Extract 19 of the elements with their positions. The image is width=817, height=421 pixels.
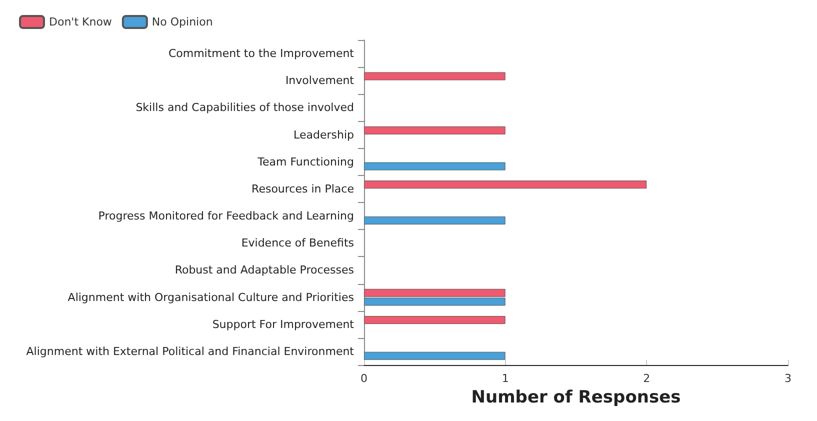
y-tick-label: Resources in Place (252, 182, 354, 196)
x-tick-label: 1 (502, 372, 509, 385)
y-tick-label: Team Functioning (256, 155, 354, 168)
y-tick-label: Commitment to the Improvement (168, 47, 355, 60)
y-tick-label: Robust and Adaptable Processes (174, 264, 354, 277)
x-tick-label: 3 (784, 372, 792, 385)
x-axis-title: Number of Responses (471, 387, 681, 408)
x-tick-label: 0 (360, 372, 368, 385)
y-tick-label: Progress Monitored for Feedback and Learning (98, 210, 354, 223)
x-tick-label: 2 (643, 372, 650, 385)
y-tick-label: Evidence of Benefits (241, 236, 354, 250)
y-tick-label: Alignment with Organisational Culture and Priorities (68, 290, 354, 304)
y-tick-label: Involvement (285, 74, 355, 88)
legend-label: Don't Know (49, 16, 112, 28)
y-tick-label: Support For Improvement (212, 318, 355, 331)
y-tick-label: Alignment with External Political and Financial Environment (26, 344, 355, 358)
y-tick-label: Skills and Capabilities of those involved (136, 101, 354, 114)
legend-label: No Opinion (152, 16, 213, 28)
y-tick-label: Leadership (294, 128, 354, 142)
